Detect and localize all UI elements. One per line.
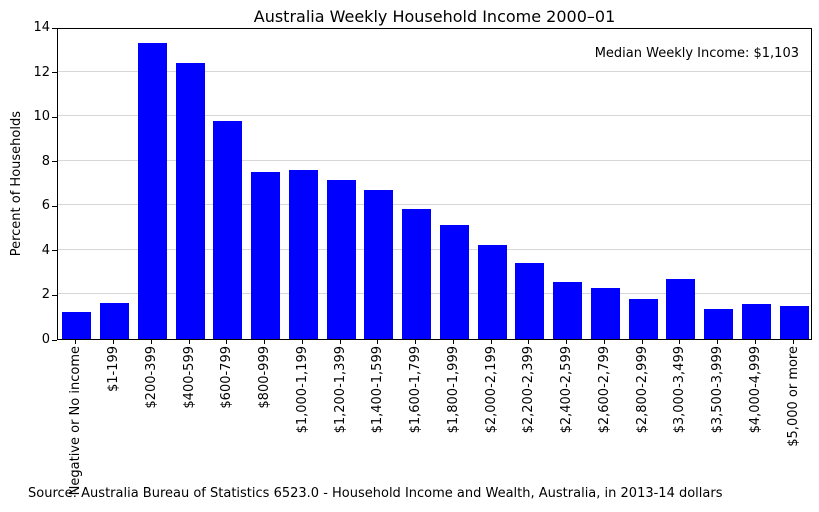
y-tick-mark bbox=[52, 116, 57, 118]
y-tick-label: 8 bbox=[41, 153, 50, 169]
bar bbox=[402, 208, 432, 339]
gridline bbox=[58, 293, 811, 295]
bar bbox=[741, 304, 771, 339]
x-tick-mark bbox=[603, 340, 605, 344]
x-tick-label: $1,200-1,399 bbox=[332, 346, 348, 434]
x-tick-label: $1,000-1,199 bbox=[294, 346, 310, 434]
x-tick-mark bbox=[264, 340, 266, 344]
gridline bbox=[58, 204, 811, 206]
x-tick-label: $2,600-2,799 bbox=[596, 346, 612, 434]
x-tick-label: $200-399 bbox=[143, 346, 159, 409]
x-tick-mark bbox=[792, 340, 794, 344]
x-tick-label: $2,400-2,599 bbox=[559, 346, 575, 434]
median-annotation: Median Weekly Income: $1,103 bbox=[594, 46, 799, 61]
bar bbox=[288, 169, 318, 339]
bar bbox=[213, 120, 243, 339]
x-tick-mark bbox=[528, 340, 530, 344]
gridline bbox=[58, 248, 811, 250]
bar bbox=[779, 305, 809, 339]
bar bbox=[590, 287, 620, 339]
gridline bbox=[58, 70, 811, 72]
y-tick-label: 6 bbox=[41, 198, 50, 214]
y-tick-label: 2 bbox=[41, 287, 50, 303]
y-axis-label: Percent of Households bbox=[8, 111, 24, 257]
y-tick-label: 14 bbox=[33, 20, 50, 35]
x-tick-label: $1,600-1,799 bbox=[408, 346, 424, 434]
x-tick-label: $4,000-4,999 bbox=[747, 346, 763, 434]
x-tick-label: $3,000-3,499 bbox=[672, 346, 688, 434]
plot-area bbox=[57, 28, 812, 340]
x-tick-label: $800-999 bbox=[257, 346, 273, 409]
bar bbox=[175, 62, 205, 339]
bar bbox=[364, 189, 394, 339]
y-tick-label: 4 bbox=[41, 242, 50, 258]
x-tick-label: $1,800-1,999 bbox=[445, 346, 461, 434]
x-tick-mark bbox=[452, 340, 454, 344]
x-tick-mark bbox=[490, 340, 492, 344]
source-note: Source: Australia Bureau of Statistics 6… bbox=[28, 486, 723, 501]
x-tick-label: $600-799 bbox=[219, 346, 235, 409]
gridline bbox=[58, 115, 811, 117]
x-tick-mark bbox=[188, 340, 190, 344]
x-tick-mark bbox=[377, 340, 379, 344]
y-tick-mark bbox=[52, 27, 57, 29]
bar bbox=[439, 225, 469, 339]
x-tick-mark bbox=[339, 340, 341, 344]
bar bbox=[62, 312, 92, 339]
x-tick-label: $2,200-2,399 bbox=[521, 346, 537, 434]
y-tick-label: 10 bbox=[33, 109, 50, 125]
chart-title: Australia Weekly Household Income 2000–0… bbox=[253, 7, 616, 26]
bar bbox=[704, 308, 734, 339]
x-tick-mark bbox=[75, 340, 77, 344]
x-tick-label: $2,000-2,199 bbox=[483, 346, 499, 434]
y-tick-mark bbox=[52, 161, 57, 163]
x-tick-label: Negative or No income bbox=[68, 346, 84, 496]
x-tick-mark bbox=[566, 340, 568, 344]
x-tick-mark bbox=[150, 340, 152, 344]
y-tick-label: 12 bbox=[33, 64, 50, 80]
x-tick-mark bbox=[717, 340, 719, 344]
bar bbox=[553, 282, 583, 339]
x-tick-mark bbox=[641, 340, 643, 344]
bar bbox=[515, 263, 545, 339]
x-tick-label: $1-199 bbox=[106, 346, 122, 393]
y-tick-label: 0 bbox=[41, 332, 50, 347]
x-tick-mark bbox=[754, 340, 756, 344]
y-tick-mark bbox=[52, 294, 57, 296]
y-tick-mark bbox=[52, 250, 57, 252]
x-tick-label: $5,000 or more bbox=[785, 346, 801, 447]
x-tick-label: $1,400-1,599 bbox=[370, 346, 386, 434]
bar bbox=[628, 298, 658, 339]
x-tick-mark bbox=[226, 340, 228, 344]
y-tick-mark bbox=[52, 339, 57, 341]
bar bbox=[100, 303, 130, 339]
bar bbox=[666, 278, 696, 339]
bar bbox=[137, 42, 167, 339]
x-tick-mark bbox=[113, 340, 115, 344]
y-tick-mark bbox=[52, 205, 57, 207]
x-tick-label: $2,800-2,999 bbox=[634, 346, 650, 434]
x-tick-mark bbox=[301, 340, 303, 344]
bar bbox=[251, 171, 281, 339]
y-tick-mark bbox=[52, 72, 57, 74]
x-tick-label: $3,500-3,999 bbox=[710, 346, 726, 434]
bar bbox=[326, 179, 356, 339]
bar bbox=[477, 245, 507, 339]
x-tick-mark bbox=[679, 340, 681, 344]
x-tick-mark bbox=[415, 340, 417, 344]
gridline bbox=[58, 159, 811, 161]
x-tick-label: $400-599 bbox=[181, 346, 197, 409]
